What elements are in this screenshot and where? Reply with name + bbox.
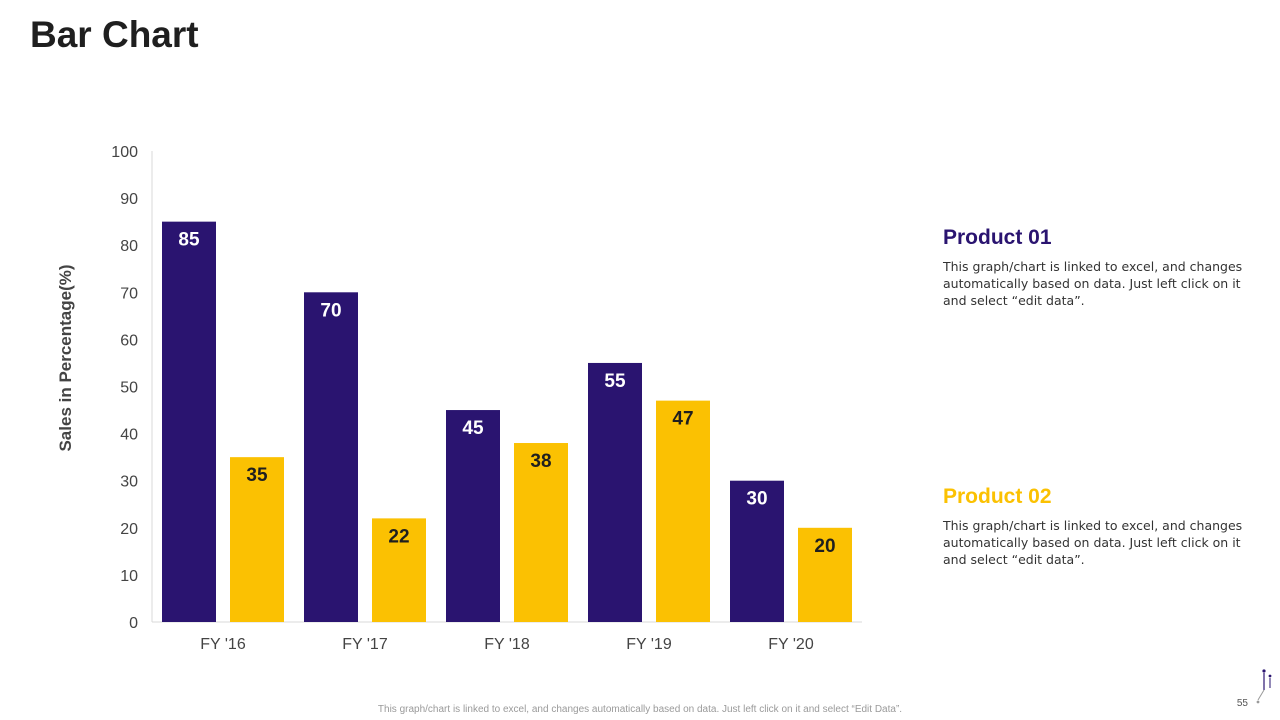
data-label: 38 bbox=[530, 451, 551, 472]
bar-product-01 bbox=[730, 480, 784, 622]
legend-product-02: Product 02 This graph/chart is linked to… bbox=[943, 485, 1263, 568]
bar-product-02 bbox=[372, 518, 426, 622]
y-axis-label: Sales in Percentage(%) bbox=[56, 264, 75, 451]
footnote: This graph/chart is linked to excel, and… bbox=[377, 704, 903, 715]
legend-product-01: Product 01 This graph/chart is linked to… bbox=[943, 226, 1263, 309]
data-label: 85 bbox=[178, 230, 200, 251]
data-label: 22 bbox=[388, 526, 409, 547]
circuit-decoration-icon bbox=[1256, 669, 1272, 704]
bar-product-02 bbox=[656, 400, 710, 622]
data-label: 47 bbox=[672, 409, 693, 430]
x-category-label: FY '18 bbox=[484, 636, 530, 653]
chart-bars: 85 35 70 22 45 38 55 47 30 20 bbox=[162, 221, 852, 622]
bar-product-02 bbox=[798, 527, 852, 622]
bar-product-02 bbox=[514, 443, 568, 622]
y-tick-label: 0 bbox=[129, 615, 138, 632]
data-label: 20 bbox=[814, 536, 835, 557]
x-category-label: FY '17 bbox=[342, 636, 388, 653]
y-tick-label: 20 bbox=[120, 521, 138, 538]
legend-description-product-01: This graph/chart is linked to excel, and… bbox=[943, 259, 1243, 308]
y-tick-label: 60 bbox=[120, 332, 138, 349]
legend-title-product-02: Product 02 bbox=[943, 485, 1052, 508]
page-number: 55 bbox=[1236, 698, 1248, 709]
x-category-labels: FY '16 FY '17 FY '18 FY '19 FY '20 bbox=[200, 636, 814, 653]
y-tick-label: 90 bbox=[120, 191, 138, 208]
legend-title-product-01: Product 01 bbox=[943, 226, 1052, 249]
data-label: 30 bbox=[746, 489, 767, 510]
y-tick-label: 30 bbox=[120, 474, 138, 491]
y-tick-label: 40 bbox=[120, 427, 138, 444]
y-tick-label: 100 bbox=[111, 144, 138, 161]
data-label: 70 bbox=[320, 300, 341, 321]
x-category-label: FY '20 bbox=[768, 636, 814, 653]
legend-description-product-02: This graph/chart is linked to excel, and… bbox=[943, 518, 1243, 567]
bar-product-01 bbox=[588, 362, 642, 622]
y-tick-label: 80 bbox=[120, 238, 138, 255]
bar-product-02 bbox=[230, 457, 284, 622]
y-tick-label: 50 bbox=[120, 380, 138, 397]
bar-product-01 bbox=[446, 410, 500, 622]
bar-product-01 bbox=[304, 292, 358, 622]
page-title: Bar Chart bbox=[30, 14, 199, 55]
x-category-label: FY '19 bbox=[626, 636, 672, 653]
x-category-label: FY '16 bbox=[200, 636, 246, 653]
y-tick-label: 10 bbox=[120, 568, 138, 585]
y-axis-label-group: Sales in Percentage(%) bbox=[56, 264, 75, 451]
y-tick-labels: 0 10 20 30 40 50 60 70 80 90 100 bbox=[111, 144, 138, 632]
data-label: 35 bbox=[246, 465, 268, 486]
data-label: 45 bbox=[462, 418, 484, 439]
data-label: 55 bbox=[604, 371, 626, 392]
y-tick-label: 70 bbox=[120, 285, 138, 302]
bar-product-01 bbox=[162, 221, 216, 622]
